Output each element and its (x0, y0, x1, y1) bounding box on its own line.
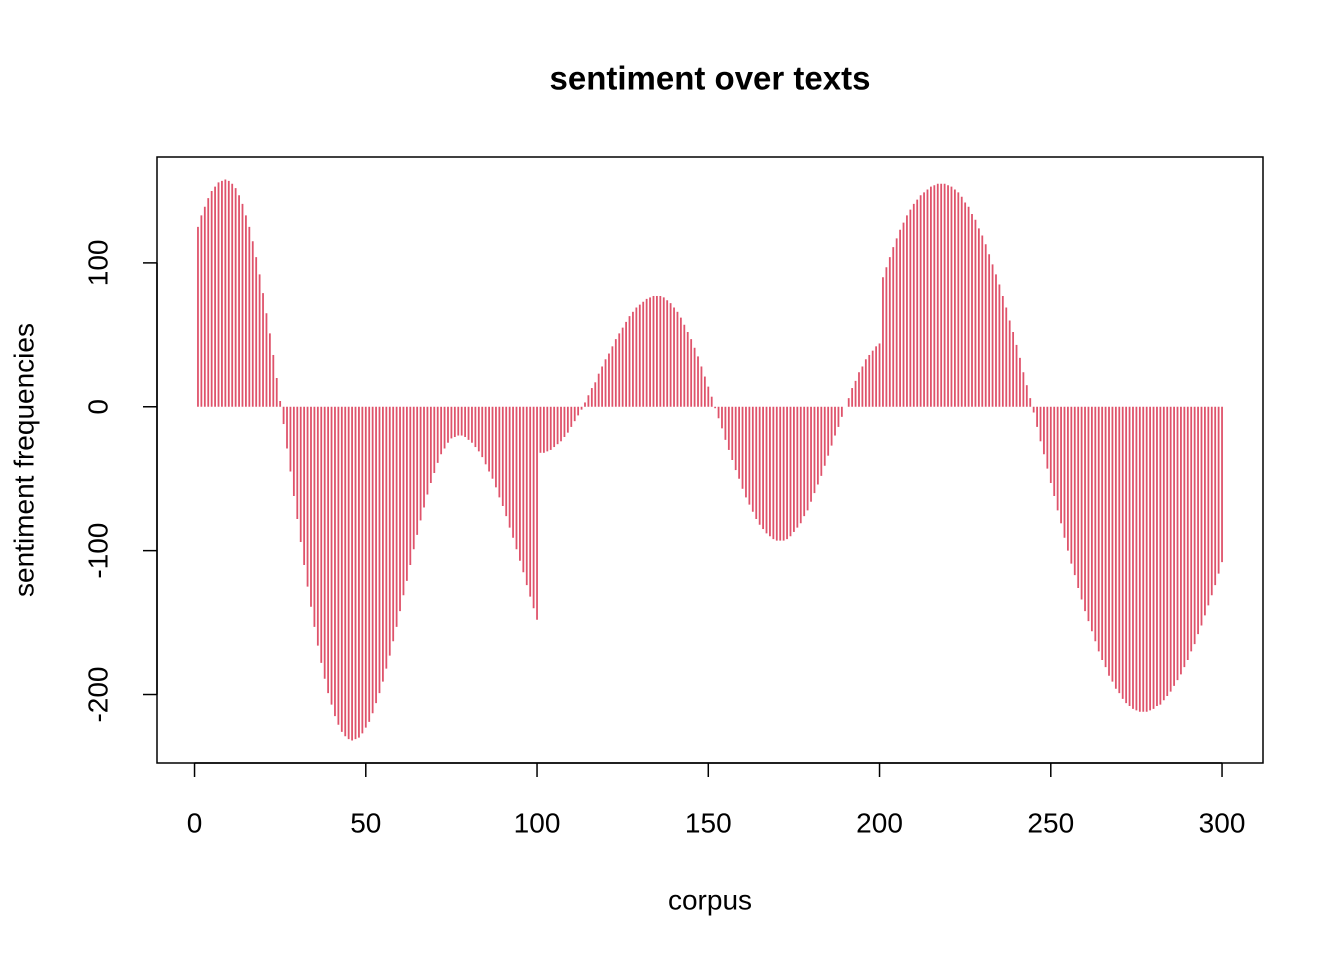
x-tick-label: 150 (685, 807, 732, 838)
y-tick-label: -200 (82, 666, 113, 722)
y-axis-label: sentiment frequencies (8, 323, 39, 597)
x-tick-label: 200 (856, 807, 903, 838)
chart-title: sentiment over texts (550, 60, 871, 97)
x-tick-label: 0 (187, 807, 203, 838)
x-tick-label: 100 (514, 807, 561, 838)
y-tick-label: 100 (82, 240, 113, 287)
plot-box (156, 156, 1264, 764)
x-axis-label: corpus (668, 884, 752, 915)
x-tick-label: 50 (350, 807, 381, 838)
y-tick-label: -100 (82, 523, 113, 579)
x-tick-label: 300 (1199, 807, 1246, 838)
y-tick-label: 0 (82, 399, 113, 415)
x-tick-label: 250 (1027, 807, 1074, 838)
